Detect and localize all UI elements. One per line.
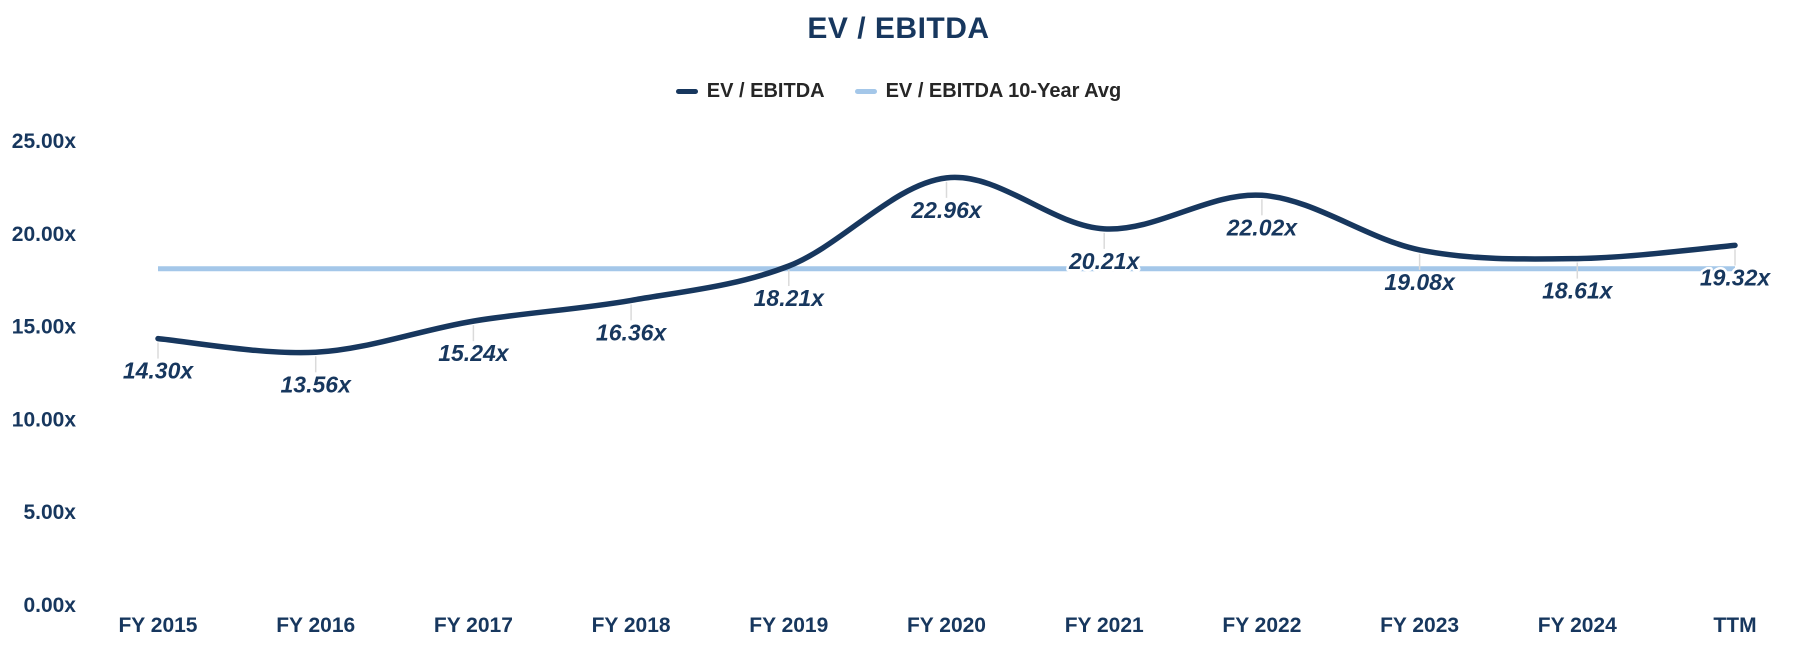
data-point-label: 19.32x bbox=[1700, 264, 1772, 290]
legend-label-10yr-avg: EV / EBITDA 10-Year Avg bbox=[885, 80, 1122, 102]
y-axis-tick-label: 5.00x bbox=[23, 501, 76, 524]
legend-item-ev-ebitda: EV / EBITDA bbox=[675, 80, 825, 103]
x-axis-category-label: FY 2021 bbox=[1065, 614, 1144, 637]
legend-label-ev-ebitda: EV / EBITDA bbox=[706, 80, 825, 102]
x-axis-category-label: FY 2019 bbox=[749, 614, 828, 637]
y-axis-tick-label: 0.00x bbox=[23, 594, 76, 617]
y-axis-tick-label: 10.00x bbox=[12, 408, 77, 431]
x-axis-category-label: FY 2023 bbox=[1380, 614, 1459, 637]
data-point-label: 22.02x bbox=[1226, 214, 1299, 240]
y-axis-tick-label: 20.00x bbox=[12, 223, 77, 246]
x-axis-category-label: TTM bbox=[1713, 614, 1756, 637]
data-point-label: 18.21x bbox=[754, 285, 826, 311]
x-axis-category-label: FY 2020 bbox=[907, 614, 986, 637]
x-axis-category-label: FY 2022 bbox=[1222, 614, 1301, 637]
chart-legend: EV / EBITDA EV / EBITDA 10-Year Avg bbox=[0, 80, 1797, 103]
x-axis-category-label: FY 2017 bbox=[434, 614, 513, 637]
legend-swatch-ev-ebitda bbox=[675, 89, 698, 94]
chart-title: EV / EBITDA bbox=[807, 12, 990, 45]
data-point-label: 13.56x bbox=[281, 371, 353, 397]
ev-ebitda-line bbox=[155, 174, 1738, 356]
data-point-label: 15.24x bbox=[438, 340, 510, 366]
data-point-label: 20.21x bbox=[1068, 248, 1141, 274]
data-point-label: 16.36x bbox=[596, 319, 668, 345]
data-point-label: 19.08x bbox=[1384, 269, 1456, 295]
data-point-label: 14.30x bbox=[123, 358, 195, 384]
legend-item-10yr-avg: EV / EBITDA 10-Year Avg bbox=[854, 80, 1122, 103]
y-axis-tick-label: 15.00x bbox=[12, 316, 77, 339]
x-axis-category-label: FY 2016 bbox=[276, 614, 355, 637]
legend-swatch-10yr-avg bbox=[854, 89, 877, 94]
y-axis-tick-label: 25.00x bbox=[12, 130, 77, 153]
data-point-label: 18.61x bbox=[1542, 278, 1614, 304]
x-axis-category-label: FY 2015 bbox=[118, 614, 197, 637]
x-axis-category-label: FY 2024 bbox=[1538, 614, 1617, 637]
data-point-label: 22.96x bbox=[910, 197, 983, 223]
x-axis-category-label: FY 2018 bbox=[592, 614, 671, 637]
